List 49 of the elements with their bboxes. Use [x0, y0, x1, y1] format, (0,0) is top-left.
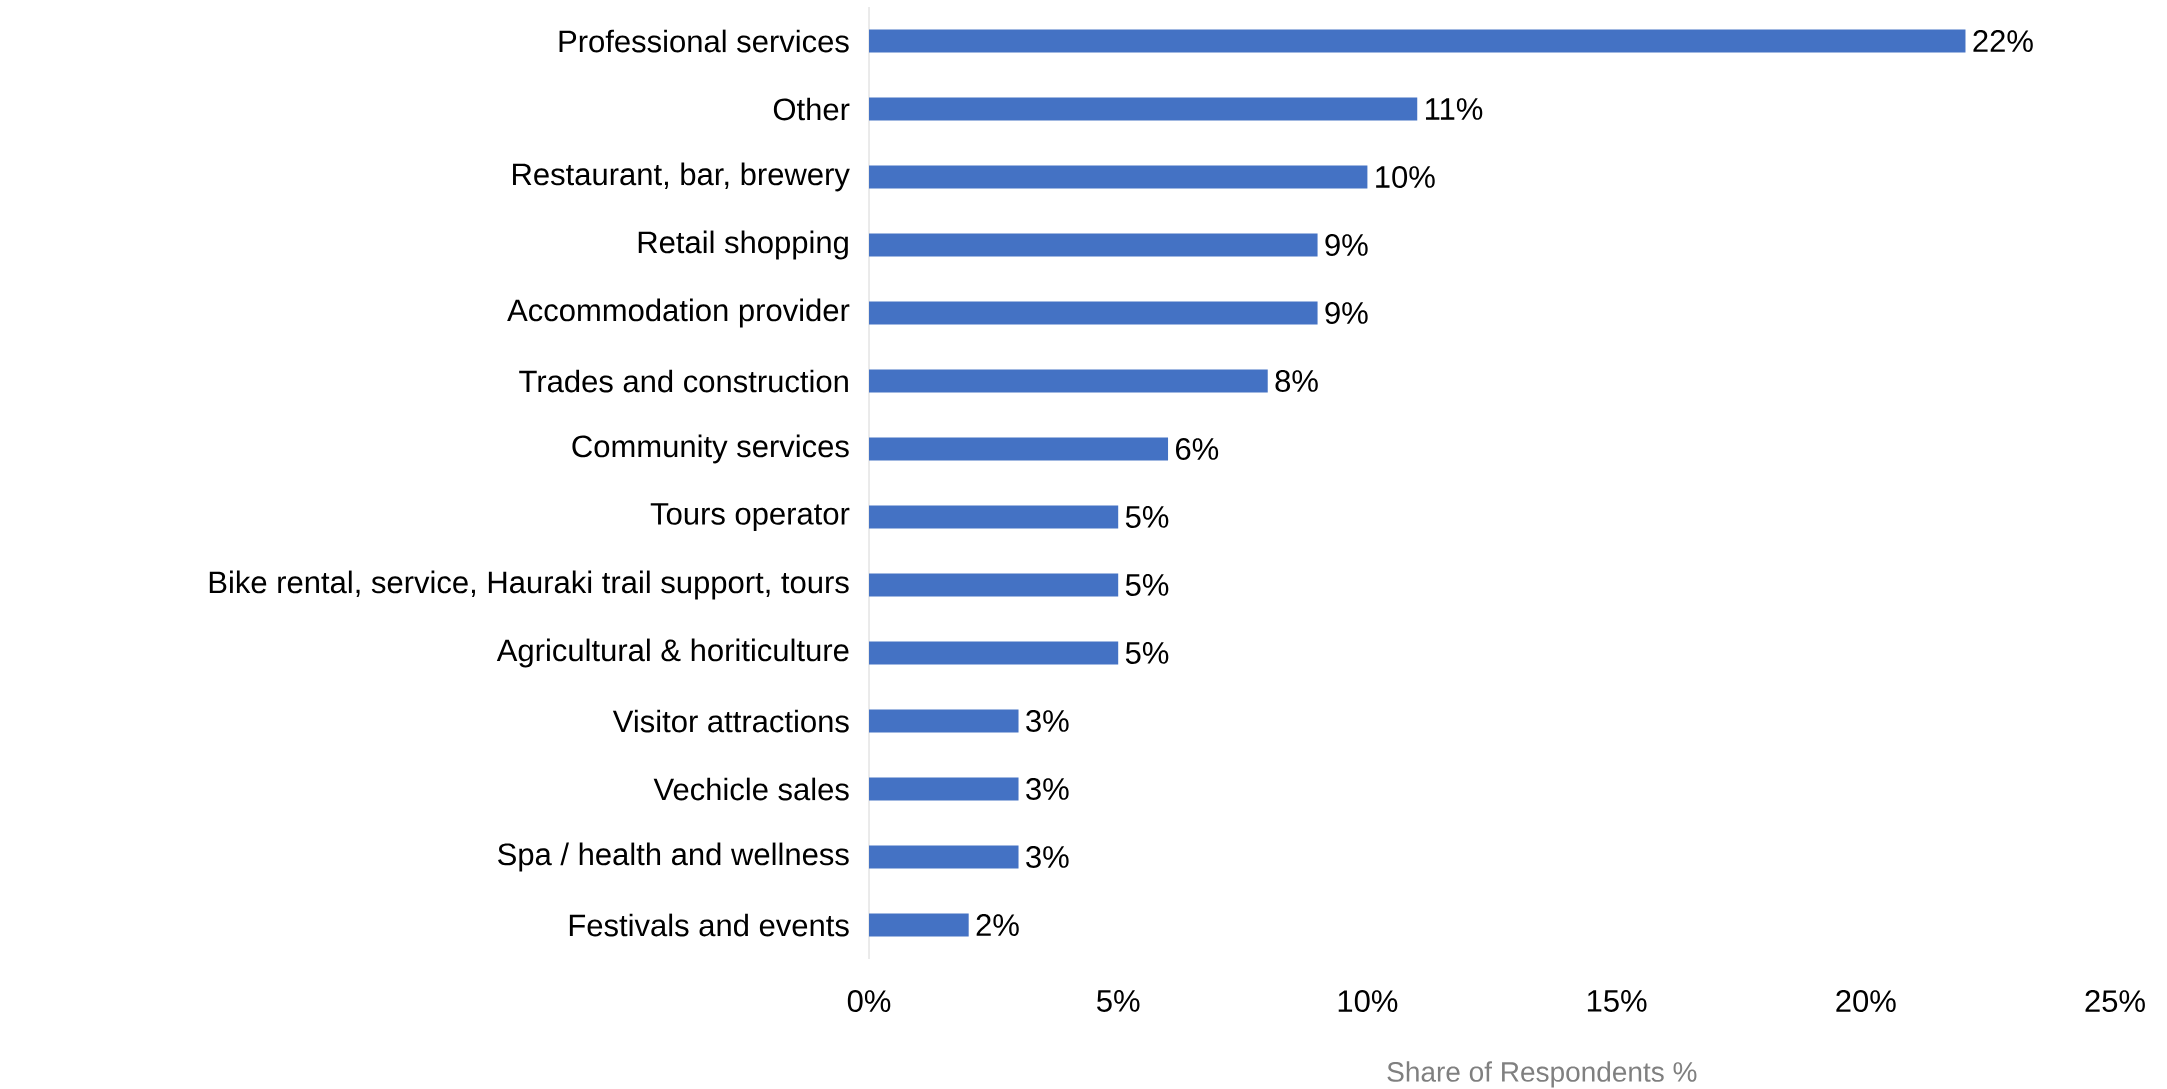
- x-tick-label: 25%: [2085, 990, 2145, 1013]
- y-tick-label: Other: [773, 97, 850, 121]
- data-label: 5%: [1125, 642, 1169, 664]
- y-tick-label: Tours operator: [650, 503, 850, 531]
- bar: [869, 29, 1966, 53]
- y-tick-label: Accommodation provider: [507, 298, 850, 328]
- data-label: 6%: [1176, 438, 1219, 460]
- bar: [869, 301, 1318, 325]
- x-tick-label: 15%: [1587, 990, 1647, 1012]
- x-tick-label: 10%: [1338, 990, 1398, 1013]
- bar: [869, 233, 1318, 257]
- y-tick-label: Community services: [572, 434, 849, 464]
- bar: [869, 369, 1268, 393]
- data-label: 9%: [1325, 234, 1368, 256]
- y-tick-label: Spa / health and wellness: [498, 842, 849, 872]
- data-label: 3%: [1026, 778, 1069, 800]
- bar: [869, 845, 1019, 869]
- bar: [869, 505, 1119, 529]
- y-tick-label: Bike rental, service, Hauraki trail support, tours: [209, 570, 849, 600]
- data-label: 5%: [1125, 506, 1169, 528]
- y-tick-label: Visitor attractions: [612, 709, 849, 733]
- x-tick-label: 5%: [1097, 990, 1140, 1012]
- data-label: 3%: [1026, 710, 1069, 732]
- bar: [869, 913, 969, 937]
- y-tick-label: Agricultural & horiticulture: [496, 638, 849, 668]
- y-tick-label: Professional services: [559, 29, 849, 53]
- bar: [869, 437, 1169, 461]
- data-label: 5%: [1125, 574, 1169, 596]
- y-tick-label: Restaurant, bar, brewery: [513, 162, 850, 192]
- data-label: 8%: [1275, 370, 1318, 392]
- data-label: 2%: [976, 914, 1019, 936]
- bar: [869, 573, 1119, 597]
- y-tick-label: Trades and construction: [519, 369, 848, 393]
- x-tick-label: 20%: [1836, 990, 1896, 1013]
- data-label: 9%: [1325, 302, 1368, 324]
- bar: [869, 709, 1019, 733]
- data-label: 11%: [1426, 98, 1483, 120]
- data-label: 10%: [1376, 166, 1435, 188]
- y-tick-label: Retail shopping: [638, 230, 848, 260]
- bar: [869, 641, 1119, 665]
- y-tick-label: Vechicle sales: [653, 777, 849, 801]
- x-axis-title: Share of Respondents %: [1387, 1061, 1697, 1088]
- data-label: 22%: [1973, 30, 2033, 52]
- y-tick-label: Festivals and events: [569, 913, 849, 937]
- data-label: 3%: [1026, 846, 1069, 868]
- bar: [869, 97, 1418, 121]
- x-tick-label: 0%: [847, 990, 891, 1013]
- bar: [869, 165, 1368, 189]
- bar: [869, 777, 1019, 801]
